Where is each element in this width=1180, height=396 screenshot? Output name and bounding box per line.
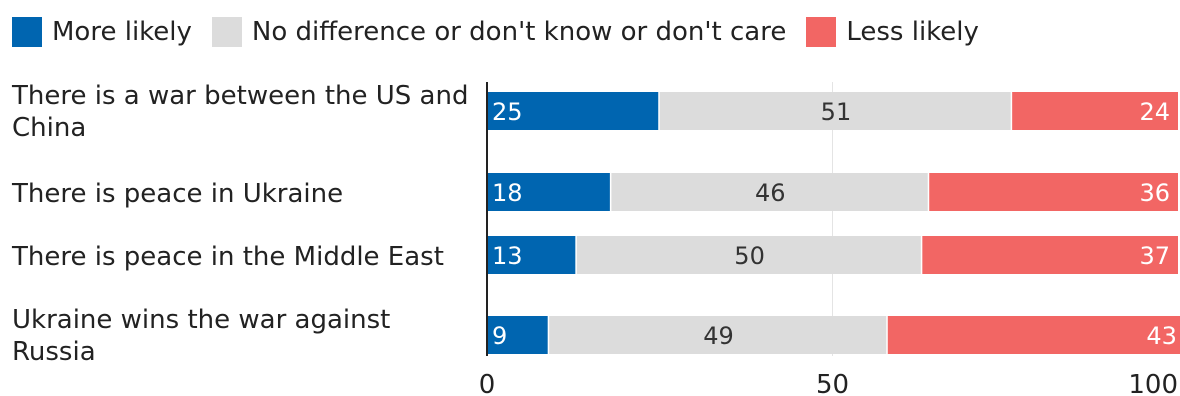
bar-less-likely-2 <box>929 173 1178 211</box>
data-label-no-difference-3: 50 <box>734 242 765 270</box>
bar-less-likely-4 <box>887 316 1180 354</box>
category-label-peace-middle-east: There is peace in the Middle East <box>12 242 444 272</box>
category-label-us-china-war: There is a war between the US and China <box>12 81 469 143</box>
category-label-ukraine-wins: Ukraine wins the war against Russia <box>12 305 391 367</box>
data-label-less-likely-4: 43 <box>1146 322 1177 350</box>
data-label-less-likely-1: 24 <box>1139 98 1170 126</box>
bar-more-likely-2 <box>487 173 610 211</box>
bar-more-likely-3 <box>487 236 576 274</box>
x-tick-label-0: 0 <box>479 370 496 396</box>
bar-no-difference-3 <box>576 236 921 274</box>
legend-label-more-likely: More likely <box>52 17 192 47</box>
legend: More likely No difference or don't know … <box>12 12 999 52</box>
bar-less-likely-1 <box>1012 92 1178 130</box>
legend-swatch-less-likely <box>806 17 837 47</box>
bar-less-likely-3 <box>922 236 1178 274</box>
category-label-peace-ukraine: There is peace in Ukraine <box>12 179 344 209</box>
data-label-no-difference-2: 46 <box>755 179 786 207</box>
data-label-more-likely-4: 9 <box>492 322 507 350</box>
legend-item-no-difference: No difference or don't know or don't car… <box>211 17 787 47</box>
bar-more-likely-1 <box>487 92 659 130</box>
bar-no-difference-2 <box>611 173 928 211</box>
data-label-less-likely-3: 37 <box>1139 242 1170 270</box>
data-label-more-likely-2: 18 <box>492 179 523 207</box>
data-label-no-difference-4: 49 <box>703 322 734 350</box>
category-labels: There is a war between the US and China … <box>12 0 472 396</box>
legend-item-more-likely: More likely <box>12 17 192 47</box>
legend-item-less-likely: Less likely <box>806 17 979 47</box>
data-label-more-likely-3: 13 <box>492 242 523 270</box>
bar-no-difference-1 <box>659 92 1011 130</box>
data-label-less-likely-2: 36 <box>1139 179 1170 207</box>
data-label-no-difference-1: 51 <box>821 98 852 126</box>
legend-swatch-no-difference <box>211 17 242 47</box>
bar-more-likely-4 <box>487 316 548 354</box>
legend-label-no-difference: No difference or don't know or don't car… <box>251 17 787 47</box>
legend-label-less-likely: Less likely <box>846 17 979 47</box>
x-tick-label-100: 100 <box>1128 370 1178 396</box>
legend-swatch-more-likely <box>12 17 42 47</box>
x-tick-label-50: 50 <box>816 370 849 396</box>
data-label-more-likely-1: 25 <box>492 98 523 126</box>
bar-no-difference-4 <box>549 316 887 354</box>
